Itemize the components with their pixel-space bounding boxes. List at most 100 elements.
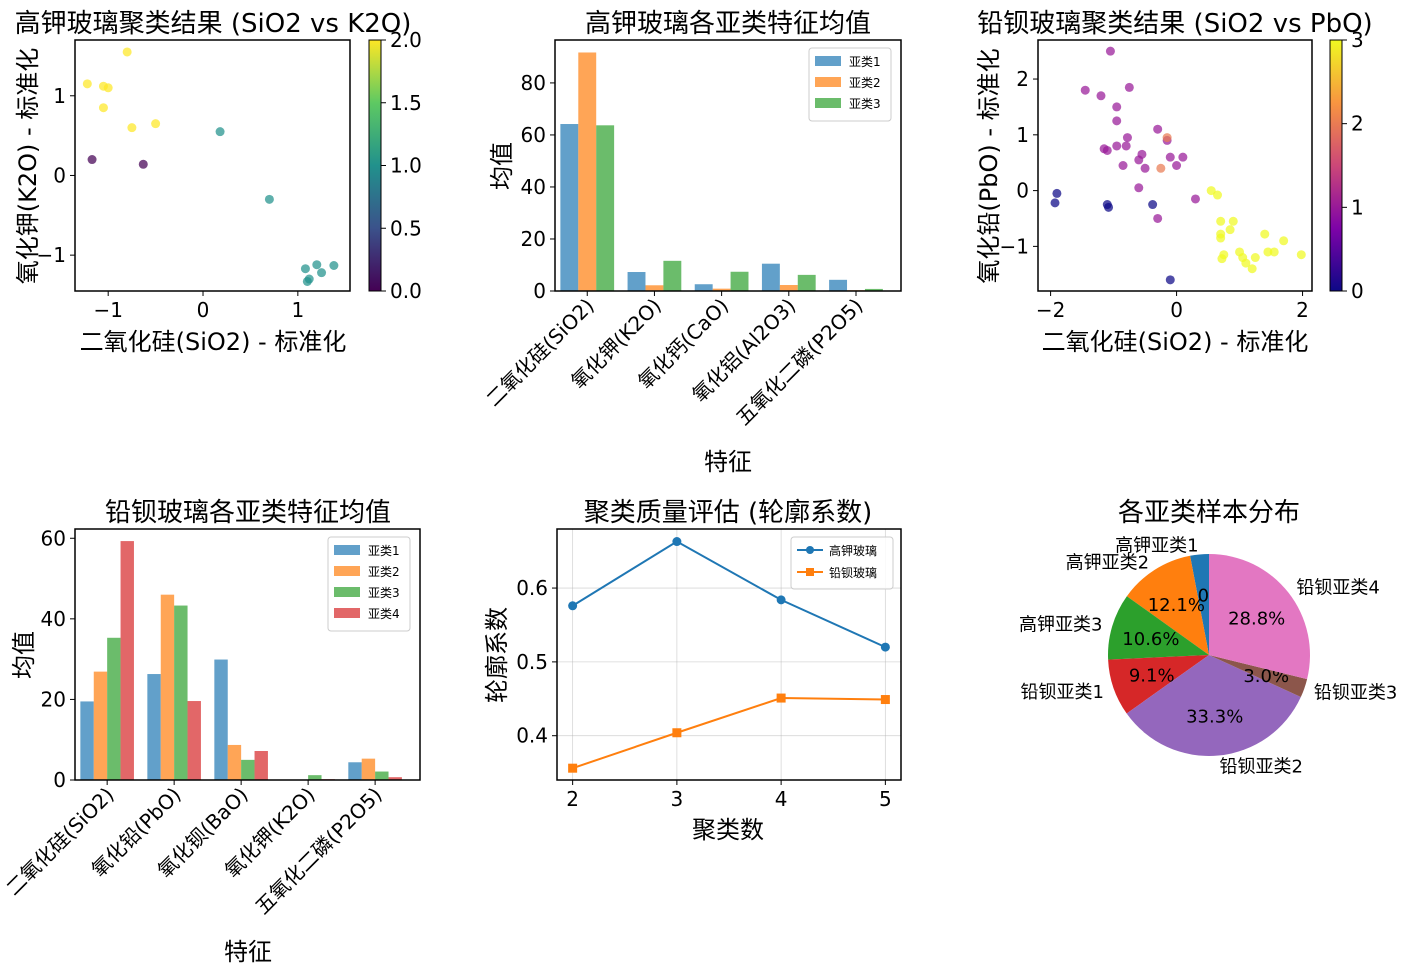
pie-label: 铅钡亚类3	[1314, 683, 1397, 704]
bar	[829, 279, 848, 291]
x-tick-label: 五氧化二磷(P2O5)	[250, 783, 386, 919]
bar	[227, 744, 242, 780]
scatter-point	[122, 47, 132, 57]
colorbar-tick-label: 0.5	[390, 216, 422, 240]
y-tick-label: 1	[53, 84, 66, 108]
x-axis-label: 二氧化硅(SiO2) - 标准化	[80, 328, 347, 356]
bar	[241, 759, 255, 780]
bar	[308, 775, 322, 780]
line-marker	[672, 728, 682, 738]
scatter-point	[1228, 216, 1238, 226]
colorbar-tick-label: 2	[1351, 112, 1364, 136]
bar	[730, 271, 749, 291]
pie-label: 高钾亚类1	[1115, 535, 1198, 556]
scatter-point	[1178, 152, 1188, 162]
bar	[645, 285, 664, 291]
y-tick-label: 0.5	[516, 650, 548, 674]
bar	[120, 541, 134, 780]
pie-slice	[1126, 655, 1301, 756]
line-marker	[776, 693, 786, 703]
y-tick-label: 20	[521, 227, 546, 251]
scatter-point	[312, 260, 322, 270]
scatter-point	[98, 103, 108, 113]
colorbar-tick-label: 0.0	[390, 279, 422, 303]
x-axis-label: 二氧化硅(SiO2) - 标准化	[1042, 328, 1309, 356]
pie-pct-label: 10.6%	[1122, 629, 1179, 650]
bar	[375, 771, 389, 780]
series-line	[572, 540, 886, 649]
y-tick-label: 0.6	[516, 576, 548, 600]
panel-3: 铅钡玻璃聚类结果 (SiO2 vs PbO) −2 0 2 −1 0 1 2 二氧化硅(Si…	[975, 9, 1373, 356]
line-marker	[568, 763, 578, 773]
y-axis-label: 氧化钾(K2O) - 标准化	[14, 48, 42, 285]
pie-label: 高钾亚类3	[1019, 614, 1102, 635]
y-axis-label: 轮廓系数	[483, 607, 511, 703]
line-marker	[568, 601, 578, 611]
colorbar-tick-label: 0	[1351, 279, 1364, 303]
scatter-point	[1216, 233, 1226, 243]
pie-slice	[1108, 596, 1209, 660]
y-tick-label: 80	[521, 71, 546, 95]
scatter-point	[1112, 102, 1122, 112]
bar	[388, 777, 402, 780]
legend-label: 亚类1	[368, 544, 400, 558]
bar	[187, 701, 201, 780]
scatter-point	[1263, 247, 1273, 257]
chart-title: 各亚类样本分布	[1118, 498, 1300, 528]
pie-label: 高钾亚类2	[1066, 552, 1149, 573]
y-axis-label: 氧化铅(PbO) - 标准化	[975, 48, 1003, 283]
y-tick-label: 0	[533, 279, 546, 303]
bar	[864, 288, 883, 291]
scatter-point	[1247, 264, 1257, 274]
scatter-point	[300, 264, 310, 274]
bar	[694, 284, 713, 291]
x-axis-label: 特征	[704, 448, 752, 476]
line-marker	[880, 642, 890, 652]
chart-title: 高钾玻璃各亚类特征均值	[585, 9, 871, 39]
line-marker	[776, 595, 786, 605]
legend-label: 高钾玻璃	[829, 543, 877, 558]
bar	[174, 605, 188, 780]
scatter-point	[151, 119, 161, 129]
pie-pct-label: 9.1%	[1129, 666, 1175, 687]
y-axis-label: 均值	[488, 142, 516, 190]
chart-title: 聚类质量评估 (轮廓系数)	[584, 498, 873, 528]
colorbar-tick-label: 1	[1351, 195, 1364, 219]
pie-pct-label: 33.3%	[1186, 706, 1243, 727]
scatter-point	[1052, 188, 1062, 198]
colorbar	[1329, 39, 1343, 292]
colorbar-tick-label: 2.0	[390, 28, 422, 52]
scatter-point	[1296, 250, 1306, 260]
pie-slice	[1209, 655, 1308, 698]
y-tick-label: 40	[41, 607, 66, 631]
plot-frame	[554, 39, 902, 292]
legend-swatch	[334, 608, 360, 618]
scatter-point	[1118, 161, 1128, 170]
x-tick-label: 0	[1170, 298, 1183, 322]
bar	[596, 125, 615, 291]
colorbar-tick-label: 1.0	[390, 154, 422, 178]
y-tick-label: 1	[1016, 123, 1029, 147]
bar	[361, 758, 376, 780]
bar	[147, 674, 161, 780]
legend-label: 亚类2	[849, 76, 881, 90]
legend-marker	[806, 568, 814, 576]
scatter-point	[1140, 163, 1150, 173]
bar	[160, 594, 175, 780]
legend-swatch	[334, 587, 360, 597]
legend-swatch	[815, 98, 841, 108]
scatter-point	[1153, 213, 1163, 223]
plot-area: −2 0 2 −1 0 1 2	[1000, 46, 1309, 322]
plot-area: 二氧化硅(SiO2)氧化钾(K2O)氧化钙(CaO)氧化铝(Al2O3)五氧化二…	[481, 47, 892, 430]
scatter-point	[1112, 116, 1122, 126]
scatter-point	[1148, 200, 1158, 210]
scatter-point	[138, 159, 148, 169]
colorbar-tick-label: 3	[1351, 28, 1364, 52]
scatter-point	[1134, 155, 1144, 165]
y-axis-label: 均值	[10, 631, 38, 679]
scatter-point	[1206, 186, 1216, 196]
scatter-point	[1162, 133, 1172, 143]
x-tick-label: 二氧化硅(SiO2)	[1, 783, 119, 901]
scatter-point	[264, 194, 274, 204]
x-tick-label: 二氧化硅(SiO2)	[481, 294, 599, 412]
